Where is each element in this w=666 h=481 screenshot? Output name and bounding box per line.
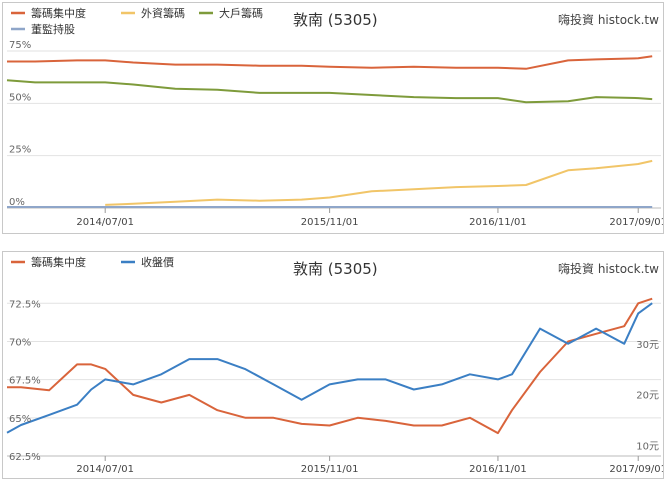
y-axis-ticks-left: 62.5% 65% 67.5% 70% 72.5% — [9, 299, 41, 463]
legend-item-foreign-chips[interactable]: 外資籌碼 — [121, 7, 185, 20]
y-axis-ticks: 0% 25% 50% 75% — [9, 40, 31, 208]
legend-label: 外資籌碼 — [141, 7, 185, 20]
x-tick-label: 2016/11/01 — [469, 464, 527, 475]
series-lines — [6, 55, 653, 208]
x-tick-label: 2017/09/01 — [609, 217, 663, 228]
chart-title: 敦南 (5305) — [293, 11, 378, 29]
x-axis-ticks: 2014/07/01 2015/11/01 2016/11/01 2017/09/01 — [76, 456, 663, 475]
x-tick-label: 2014/07/01 — [76, 464, 134, 475]
series-lines — [6, 297, 653, 435]
series-line-chip-concentration — [7, 297, 653, 435]
y-axis-ticks-right: 10元 20元 30元 — [636, 340, 659, 453]
y-tick-label: 65% — [9, 414, 31, 425]
legend-item-chip-concentration[interactable]: 籌碼集中度 — [11, 6, 86, 20]
y-tick-label: 70% — [9, 337, 31, 348]
chart-title: 敦南 (5305) — [293, 260, 378, 278]
legend-label: 籌碼集中度 — [31, 255, 86, 269]
y-tick-label: 67.5% — [9, 376, 41, 387]
legend-label: 董監持股 — [31, 22, 75, 36]
y-tick-label: 50% — [9, 92, 31, 103]
chart-panel-chip-concentration: 籌碼集中度 外資籌碼 大戶籌碼董監持股 敦南 (5305) 嗨投資 histock.… — [2, 2, 664, 234]
x-tick-label: 2014/07/01 — [76, 217, 134, 228]
y-tick-label: 25% — [9, 145, 31, 156]
series-line-foreign-chips — [105, 159, 653, 206]
series-line-chip-concentration — [7, 55, 653, 70]
x-tick-label: 2017/09/01 — [609, 464, 663, 475]
legend-label: 收盤價 — [141, 255, 174, 269]
y-tick-label-right: 30元 — [636, 340, 659, 351]
y-tick-label-right: 20元 — [636, 391, 659, 402]
legend-label: 大戶籌碼 — [219, 6, 263, 20]
x-tick-label: 2015/11/01 — [301, 217, 359, 228]
y-tick-label: 0% — [9, 197, 25, 208]
legend-item-closing-price[interactable]: 收盤價 — [121, 255, 174, 269]
series-line-major-holder-chips — [6, 79, 653, 104]
legend-item-major-holder-chips[interactable]: 大戶籌碼 — [199, 6, 263, 20]
concentration-vs-price-chart: 籌碼集中度 收盤價 敦南 (5305) 嗨投資 histock.tw 62.5%6… — [6, 255, 663, 475]
x-axis-ticks: 2014/07/01 2015/11/01 2016/11/01 2017/09/01 — [76, 208, 663, 228]
x-tick-label: 2015/11/01 — [301, 464, 359, 475]
legend-label: 籌碼集中度 — [31, 6, 86, 20]
series-line-closing-price — [6, 302, 653, 434]
brand-label: 嗨投資 histock.tw — [558, 261, 659, 276]
chart-panel-concentration-vs-price: 籌碼集中度 收盤價 敦南 (5305) 嗨投資 histock.tw 62.5% 6… — [2, 251, 664, 479]
y-tick-label: 62.5% — [9, 452, 41, 463]
legend-item-chip-concentration[interactable]: 籌碼集中度 — [11, 255, 86, 269]
y-tick-label: 75% — [9, 40, 31, 51]
x-tick-label: 2016/11/01 — [469, 217, 527, 228]
y-tick-label: 72.5% — [9, 299, 41, 310]
brand-label: 嗨投資 histock.tw — [558, 12, 659, 27]
gridlines — [7, 50, 661, 209]
legend: 籌碼集中度 收盤價 — [11, 255, 174, 269]
y-tick-label-right: 10元 — [636, 441, 659, 452]
legend-item-director-holdings[interactable]: 董監持股 — [11, 22, 75, 36]
